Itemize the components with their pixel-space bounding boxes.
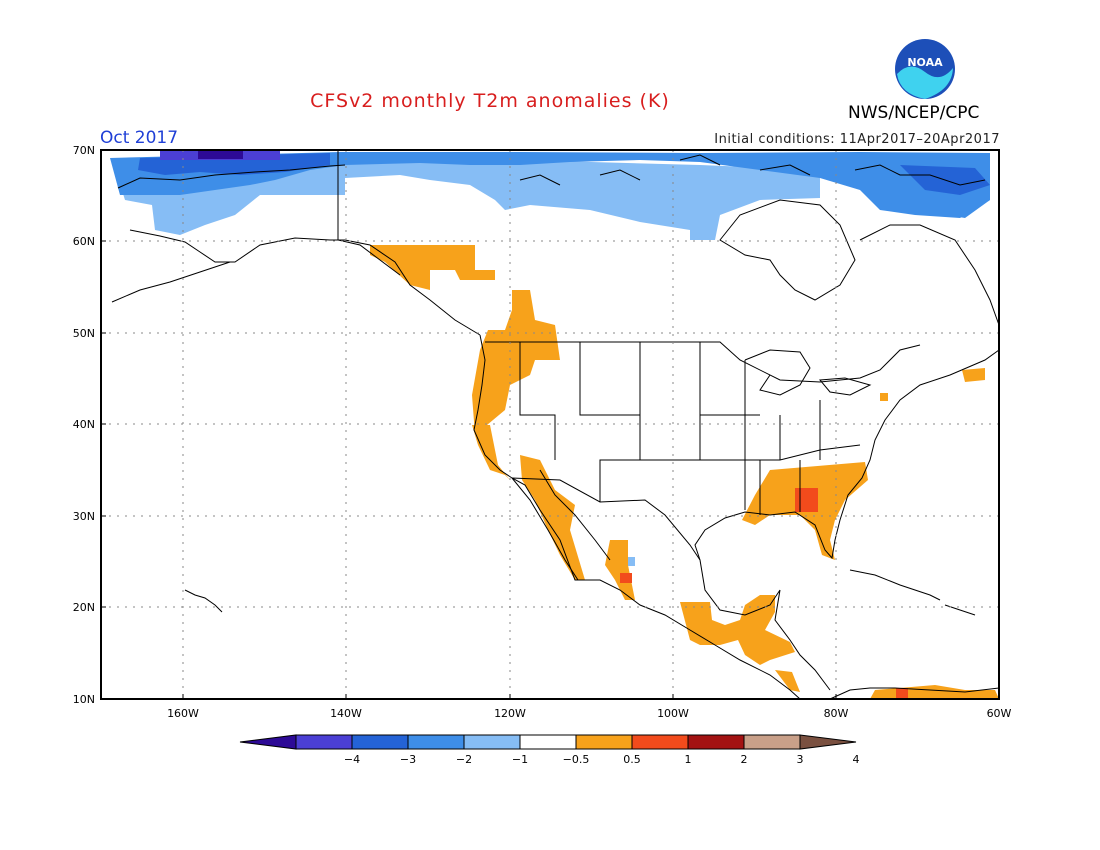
frame-ticks [101, 240, 837, 699]
coastline-south-america [829, 687, 1000, 700]
coastline-labrador [859, 224, 1000, 326]
lon-label: 140W [330, 707, 362, 720]
colorbar-segment [407, 734, 465, 750]
colorbar-label: −4 [344, 753, 360, 766]
lat-label: 20N [73, 601, 95, 614]
coastline-arctic-islands [519, 154, 986, 186]
lat-label: 60N [73, 235, 95, 248]
lat-label: 10N [73, 693, 95, 706]
colorbar-segment [295, 734, 353, 750]
anomaly-sinaloa-red [620, 573, 632, 583]
colorbar-segment [575, 734, 633, 750]
lon-label: 120W [494, 707, 526, 720]
anomaly-baja [520, 455, 585, 580]
coastline-alaska-north [117, 164, 346, 189]
border-us-mexico [511, 477, 701, 561]
colorbar-segment [631, 734, 689, 750]
anomaly-central-america [775, 670, 800, 692]
graticule [101, 150, 999, 699]
anomaly-sinaloa [605, 540, 635, 600]
colorbar-label: 0.5 [623, 753, 641, 766]
lat-label: 30N [73, 510, 95, 523]
colorbar-arrow-low [239, 734, 297, 750]
colorbar-label: 3 [797, 753, 804, 766]
coastline-gulf-california [539, 469, 611, 561]
colorbar-segment [351, 734, 409, 750]
anomaly-mexico-south [680, 595, 795, 665]
anomaly-california [472, 425, 510, 480]
coastline-gulf-mexico [694, 349, 1000, 561]
coastline-yucatan [699, 559, 831, 691]
anomaly-pacific-nw [472, 290, 560, 435]
anomaly-venezuela-red [896, 688, 908, 699]
latitude-labels: 70N 60N 50N 40N 30N 20N 10N [73, 144, 95, 706]
coastline-gulf-alaska [344, 239, 481, 336]
coastline-aleutians [111, 261, 231, 303]
anomaly-canada-light [345, 160, 820, 240]
colorbar-segment [463, 734, 521, 750]
coastline-baja [511, 477, 579, 581]
coastline-hudson-bay [719, 199, 856, 301]
lon-label: 160W [167, 707, 199, 720]
colorbar-segment [519, 734, 577, 750]
forecast-month: Oct 2017 [100, 128, 179, 148]
anomaly-sinaloa-cold [628, 557, 635, 566]
coastline-pacific [473, 334, 801, 700]
colorbar-arrow-high [799, 734, 857, 750]
anomaly-georgia-red [795, 488, 818, 512]
coastline-hawaii [184, 589, 223, 613]
colorbar: −4 −3 −2 −1 −0.5 0.5 1 2 3 4 [239, 734, 860, 766]
lat-label: 70N [73, 144, 95, 157]
coastline-cuba [849, 569, 941, 601]
colorbar-label: −3 [400, 753, 416, 766]
anomaly-bc-coast [370, 245, 495, 290]
lat-label: 50N [73, 327, 95, 340]
lat-label: 40N [73, 418, 95, 431]
colorbar-label: −2 [456, 753, 472, 766]
lon-label: 60W [987, 707, 1012, 720]
colorbar-label: −0.5 [563, 753, 590, 766]
border-us-states [519, 342, 861, 515]
border-us-canada [485, 341, 921, 383]
colorbar-label: 2 [741, 753, 748, 766]
chart-title: CFSv2 monthly T2m anomalies (K) [310, 90, 670, 112]
anomaly-chukchi-core [198, 150, 243, 159]
agency-label: NWS/NCEP/CPC [848, 103, 980, 123]
anomaly-warm [370, 245, 999, 699]
colorbar-segment [743, 734, 801, 750]
noaa-logo: NOAA [895, 39, 955, 99]
colorbar-label: 4 [853, 753, 860, 766]
lon-label: 80W [824, 707, 849, 720]
coastlines [111, 154, 1000, 700]
initial-conditions: Initial conditions: 11Apr2017–20Apr2017 [714, 132, 1000, 147]
colorbar-label: 1 [685, 753, 692, 766]
lon-label: 100W [657, 707, 689, 720]
coastline-great-lakes [744, 349, 872, 396]
noaa-logo-text: NOAA [907, 56, 943, 69]
longitude-labels: 160W 140W 120W 100W 80W 60W [167, 707, 1011, 720]
border-alaska-canada [337, 150, 401, 276]
colorbar-label: −1 [512, 753, 528, 766]
anomaly-nova-scotia [962, 368, 985, 382]
political-borders [337, 150, 921, 561]
anomaly-ohio-valley [880, 393, 888, 401]
coastline-alaska-west [129, 229, 345, 263]
colorbar-segment [687, 734, 745, 750]
